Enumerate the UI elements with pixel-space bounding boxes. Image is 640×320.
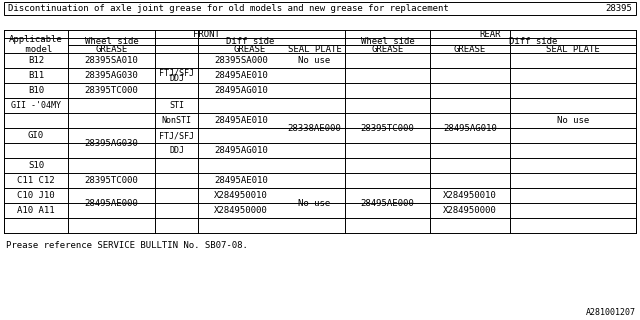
Text: GII -'04MY: GII -'04MY [11,101,61,110]
Text: REAR: REAR [480,29,501,38]
Text: SEAL PLATE: SEAL PLATE [546,44,600,53]
Text: No use: No use [298,198,331,207]
Text: GREASE: GREASE [234,44,266,53]
Text: X284950000: X284950000 [443,206,497,215]
Text: Prease reference SERVICE BULLTIN No. SB07-08.: Prease reference SERVICE BULLTIN No. SB0… [6,241,248,250]
Text: GREASE: GREASE [371,44,404,53]
Text: FRONT: FRONT [193,29,220,38]
Text: GI0: GI0 [28,131,44,140]
Bar [4,30,636,233]
Text: 28395AG030: 28395AG030 [84,139,138,148]
Text: 28338AE000: 28338AE000 [287,124,341,132]
Text: A281001207: A281001207 [586,308,636,317]
Text: 28395TC000: 28395TC000 [84,176,138,185]
Text: DDJ: DDJ [169,146,184,155]
Text: 28395TC000: 28395TC000 [84,86,138,95]
Text: Wheel side: Wheel side [84,37,138,46]
Text: 28495AE000: 28495AE000 [360,198,414,207]
Text: B12: B12 [28,56,44,65]
Text: 28495AE010: 28495AE010 [214,71,268,80]
Text: S10: S10 [28,161,44,170]
Text: X284950010: X284950010 [214,191,268,200]
Text: Diff side: Diff side [226,37,274,46]
Text: STI: STI [169,101,184,110]
Text: 28395TC000: 28395TC000 [360,124,414,132]
Text: 28395AG030: 28395AG030 [84,71,138,80]
Text: 28495AG010: 28495AG010 [214,146,268,155]
Text: 28395: 28395 [605,4,632,13]
Bar [4,2,636,15]
Text: X284950000: X284950000 [214,206,268,215]
Text: No use: No use [557,116,589,125]
Text: 28495AG010: 28495AG010 [443,124,497,132]
Text: Applicable
 model: Applicable model [9,35,63,54]
Text: 28495AE010: 28495AE010 [214,116,268,125]
Text: FTJ/SFJ: FTJ/SFJ [159,68,194,77]
Text: SEAL PLATE: SEAL PLATE [287,44,341,53]
Text: X284950010: X284950010 [443,191,497,200]
Text: 28495AG010: 28495AG010 [214,86,268,95]
Text: C10 J10: C10 J10 [17,191,55,200]
Text: FTJ/SFJ: FTJ/SFJ [159,131,194,140]
Text: Diff side: Diff side [509,37,557,46]
Text: DDJ: DDJ [169,74,184,83]
Text: No use: No use [298,56,331,65]
Text: 28395SA010: 28395SA010 [84,56,138,65]
Text: B10: B10 [28,86,44,95]
Text: Wheel side: Wheel side [360,37,414,46]
Text: GREASE: GREASE [454,44,486,53]
Text: 28495AE010: 28495AE010 [214,176,268,185]
Text: Discontinuation of axle joint grease for old models and new grease for replaceme: Discontinuation of axle joint grease for… [8,4,449,13]
Text: B11: B11 [28,71,44,80]
Text: A10 A11: A10 A11 [17,206,55,215]
Text: 28395SA000: 28395SA000 [214,56,268,65]
Text: C11 C12: C11 C12 [17,176,55,185]
Text: GREASE: GREASE [95,44,127,53]
Text: NonSTI: NonSTI [161,116,191,125]
Text: 28495AE000: 28495AE000 [84,198,138,207]
